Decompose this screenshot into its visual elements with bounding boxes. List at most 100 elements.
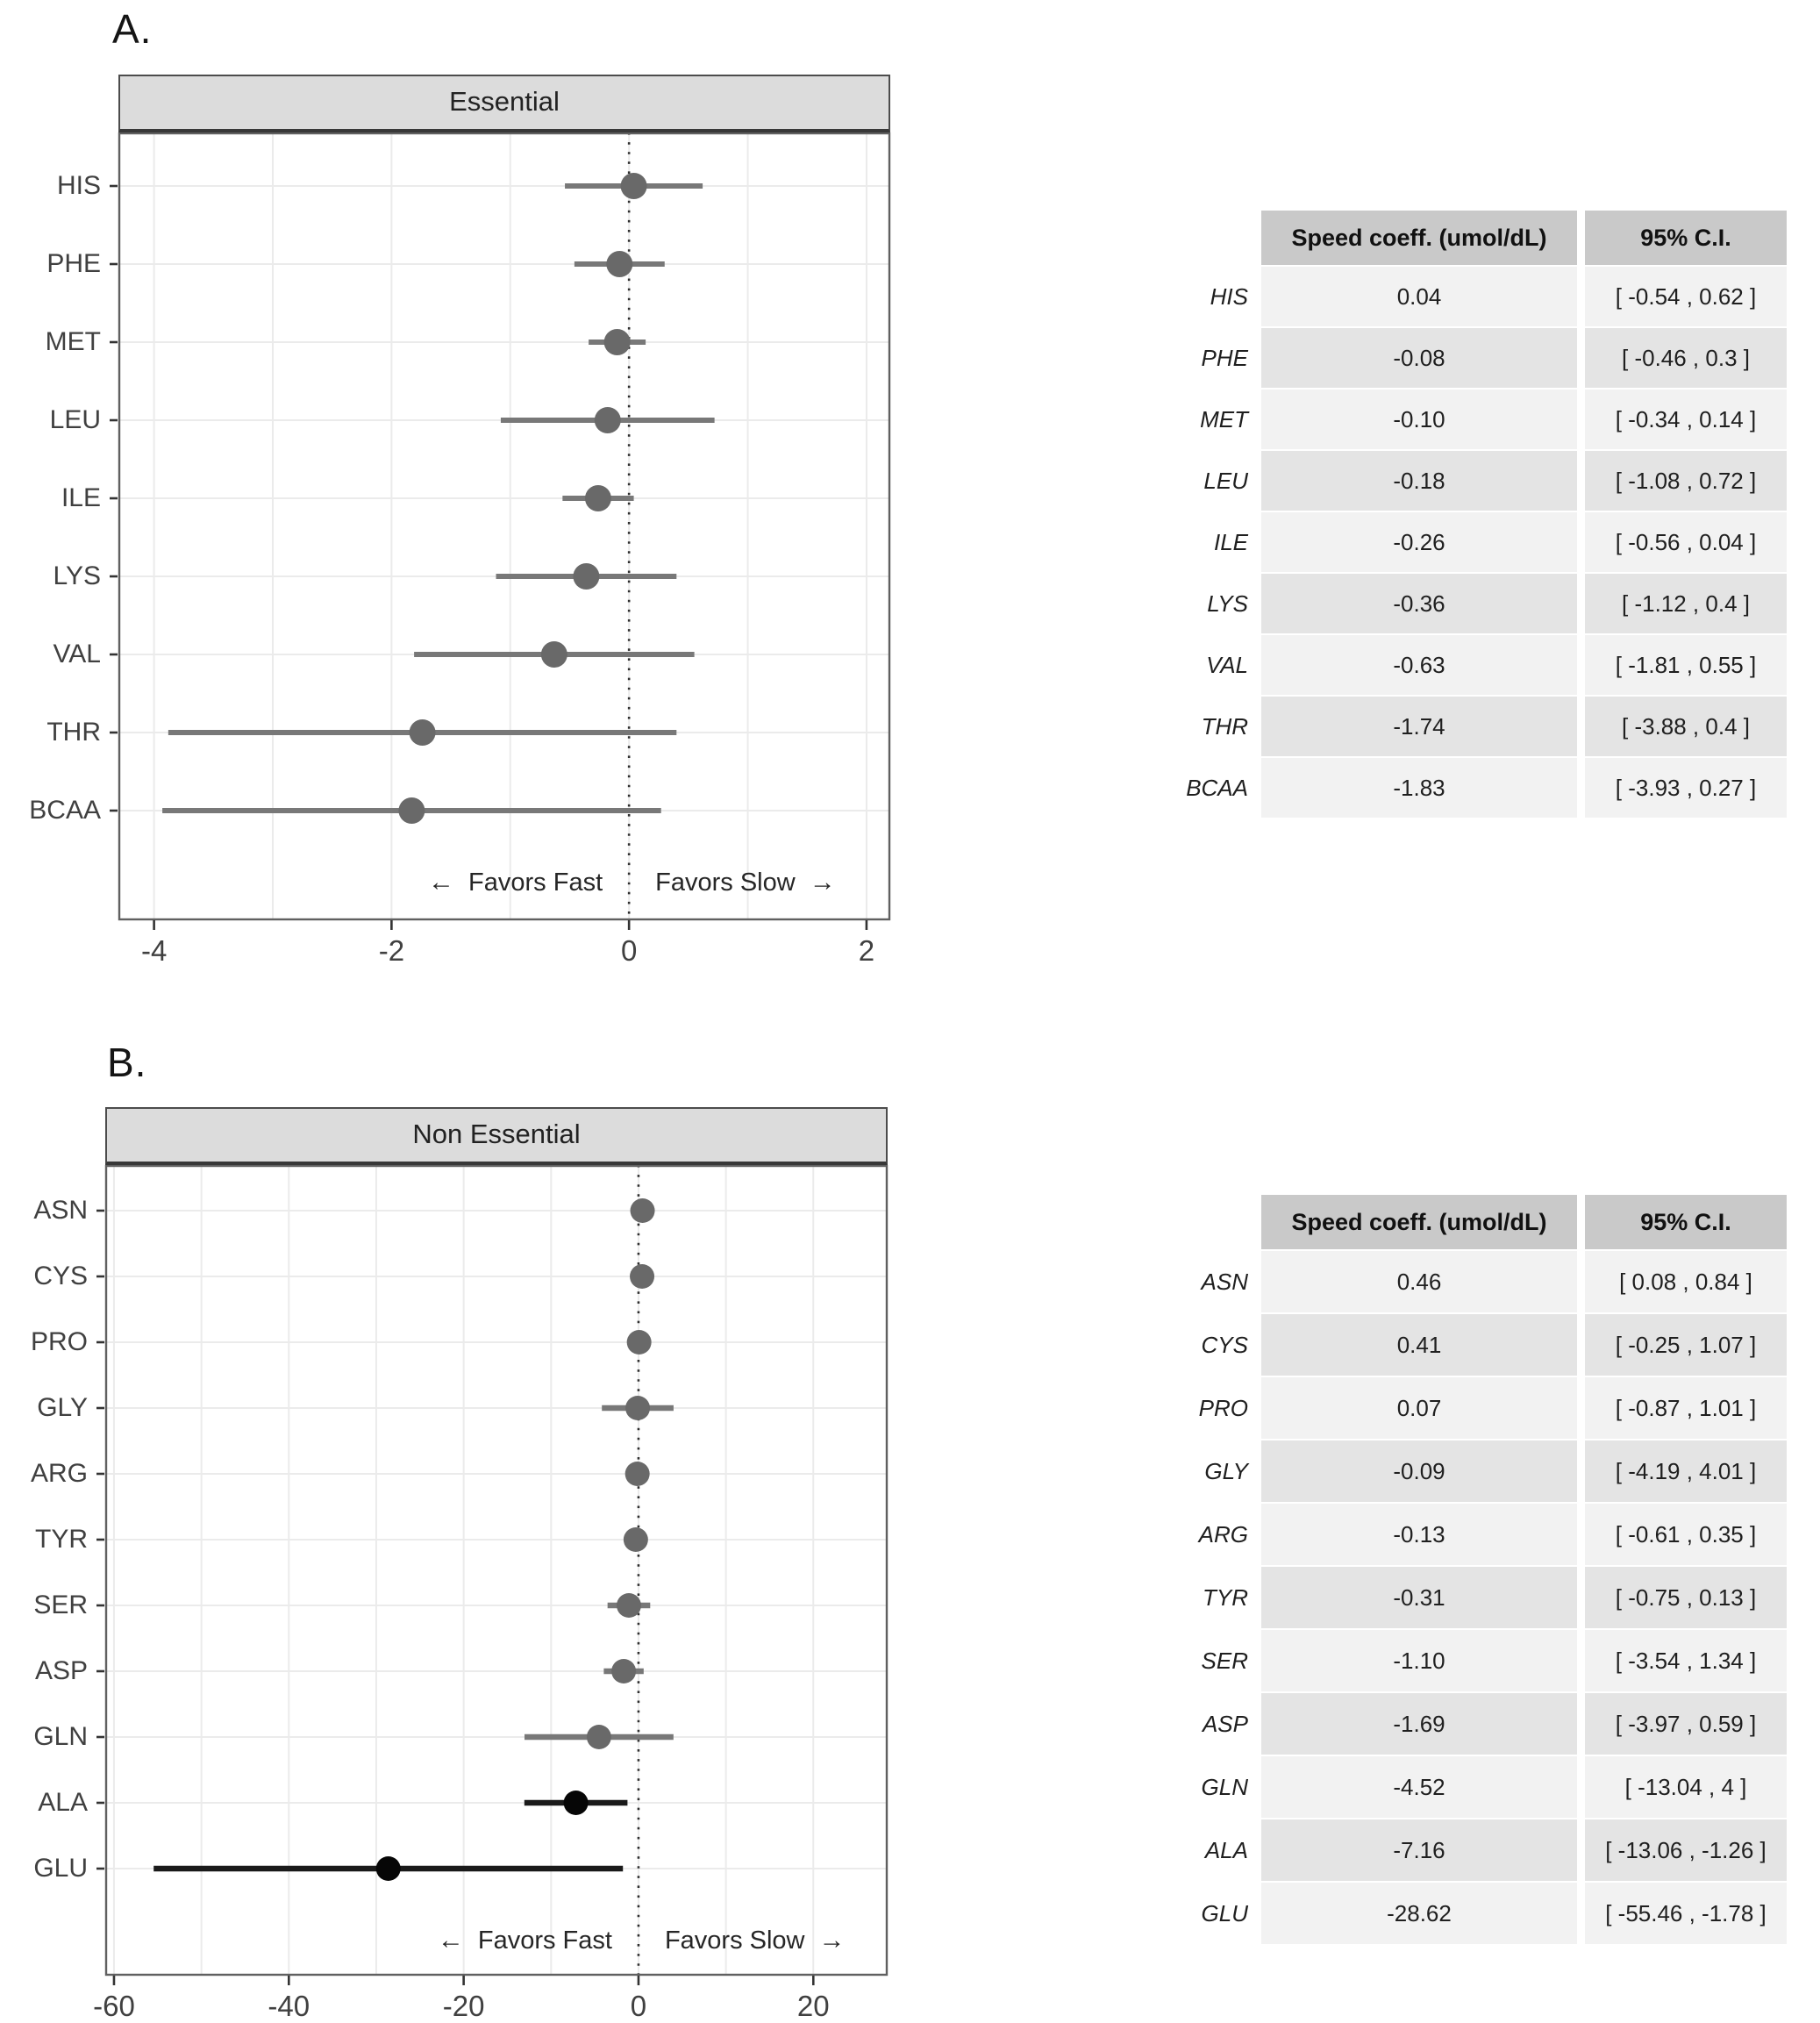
point-SER <box>616 1593 641 1618</box>
y-label-CYS: CYS <box>33 1262 88 1290</box>
coeff-cell-PHE: -0.08 <box>1261 328 1577 388</box>
plot-background <box>105 1165 888 1976</box>
coeff-cell-HIS: 0.04 <box>1261 267 1577 326</box>
row-label-GLY: GLY <box>1204 1457 1248 1484</box>
row-label-CYS: CYS <box>1201 1331 1248 1358</box>
plot-frame <box>104 1165 889 1977</box>
point-GLN <box>586 1725 611 1749</box>
coeff-cell-BCAA: -1.83 <box>1261 758 1577 818</box>
panel-b-label: B. <box>107 1040 147 1085</box>
right-arrow-icon: → <box>818 1926 846 1955</box>
point-BCAA <box>398 797 425 824</box>
y-label-THR: THR <box>46 718 101 747</box>
point-PHE <box>606 251 633 277</box>
coeff-cell-CYS: 0.41 <box>1261 1314 1577 1376</box>
axis-ticks <box>110 184 868 930</box>
ci-cell-VAL: [ -1.81 , 0.55 ] <box>1585 635 1787 695</box>
coeff-cell-ALA: -7.16 <box>1261 1819 1577 1881</box>
coeff-cell-THR: -1.74 <box>1261 697 1577 756</box>
row-label-PRO: PRO <box>1198 1394 1248 1421</box>
table-col-header-ci: 95% C.I. <box>1585 211 1787 265</box>
coeff-cell-TYR: -0.31 <box>1261 1567 1577 1628</box>
y-label-ASN: ASN <box>33 1196 88 1225</box>
y-label-MET: MET <box>45 327 101 356</box>
point-ASN <box>630 1198 655 1223</box>
point-MET <box>603 329 631 355</box>
point-LEU <box>594 407 621 433</box>
row-label-PHE: PHE <box>1201 344 1248 371</box>
row-label-GLN: GLN <box>1201 1773 1248 1800</box>
table-col-header-coeff: Speed coeff. (umol/dL) <box>1261 211 1577 265</box>
ci-cell-LEU: [ -1.08 , 0.72 ] <box>1585 451 1787 511</box>
favors-slow-text: Favors Slow <box>655 869 796 897</box>
facet-strip-essential: Essential <box>118 75 890 132</box>
y-label-GLY: GLY <box>37 1393 88 1422</box>
table-col-header-coeff: Speed coeff. (umol/dL) <box>1261 1195 1577 1249</box>
favors-slow-annotation: Favors Slow → <box>655 864 936 901</box>
forest-plot-canvas-non-essential <box>96 1165 889 1985</box>
row-label-ILE: ILE <box>1213 528 1248 555</box>
row-label-ARG: ARG <box>1198 1520 1248 1548</box>
table-header-spacer <box>1157 211 1253 265</box>
x-tick-label--20: -20 <box>442 1990 485 2022</box>
y-label-ALA: ALA <box>38 1788 88 1817</box>
favors-fast-text: Favors Fast <box>477 1926 612 1955</box>
x-tick-label-2: 2 <box>858 934 875 967</box>
left-arrow-icon: ← <box>437 1926 464 1955</box>
ci-cell-BCAA: [ -3.93 , 0.27 ] <box>1585 758 1787 818</box>
point-ASP <box>611 1659 637 1683</box>
axis-ticks <box>96 1209 815 1985</box>
coeff-cell-ASN: 0.46 <box>1261 1251 1577 1312</box>
ci-cell-CYS: [ -0.25 , 1.07 ] <box>1585 1314 1787 1376</box>
point-LYS <box>573 563 600 590</box>
point-ALA <box>563 1791 589 1815</box>
ci-cell-HIS: [ -0.54 , 0.62 ] <box>1585 267 1787 326</box>
left-arrow-icon: ← <box>428 868 455 897</box>
point-PRO <box>626 1330 652 1355</box>
favors-fast-annotation: ← Favors Fast <box>322 864 603 901</box>
ci-cell-PHE: [ -0.46 , 0.3 ] <box>1585 328 1787 388</box>
point-GLY <box>625 1396 651 1420</box>
forest-plot-canvas-essential <box>110 132 891 930</box>
forest-plot-essential: Essential ← Favors Fast Favors Slow → HIS P… <box>29 75 891 973</box>
row-label-VAL: VAL <box>1206 651 1248 678</box>
row-label-SER: SER <box>1201 1647 1248 1674</box>
forest-plot-non-essential: Non Essential ← Favors Fast Favors Slow → … <box>31 1107 889 2023</box>
point-GLU <box>375 1856 401 1881</box>
coeff-cell-LEU: -0.18 <box>1261 451 1577 511</box>
point-THR <box>409 719 436 746</box>
favors-slow-annotation: Favors Slow → <box>665 1922 946 1959</box>
ci-cell-THR: [ -3.88 , 0.4 ] <box>1585 697 1787 756</box>
coeff-cell-MET: -0.10 <box>1261 390 1577 449</box>
x-tick-label--60: -60 <box>93 1990 135 2022</box>
y-label-ILE: ILE <box>61 483 101 512</box>
row-label-LEU: LEU <box>1203 467 1248 494</box>
plot-frame <box>118 132 891 921</box>
x-tick-label-0: 0 <box>630 1990 647 2022</box>
x-tick-label--2: -2 <box>378 934 405 967</box>
y-label-PRO: PRO <box>30 1327 88 1356</box>
x-tick-label-20: 20 <box>796 1990 830 2022</box>
y-label-ARG: ARG <box>30 1459 88 1488</box>
y-label-GLU: GLU <box>33 1854 88 1883</box>
row-label-TYR: TYR <box>1203 1583 1248 1611</box>
y-label-VAL: VAL <box>53 640 101 668</box>
x-tick-label--4: -4 <box>140 934 168 967</box>
row-label-HIS: HIS <box>1210 282 1248 310</box>
point-HIS <box>620 173 647 199</box>
table-header-spacer <box>1157 1195 1253 1249</box>
row-label-GLU: GLU <box>1201 1899 1248 1926</box>
point-ARG <box>625 1462 650 1486</box>
favors-slow-text: Favors Slow <box>664 1926 805 1955</box>
ci-cell-ILE: [ -0.56 , 0.04 ] <box>1585 512 1787 572</box>
ci-cell-ASN: [ 0.08 , 0.84 ] <box>1585 1251 1787 1312</box>
ci-cell-MET: [ -0.34 , 0.14 ] <box>1585 390 1787 449</box>
ci-cell-ASP: [ -3.97 , 0.59 ] <box>1585 1693 1787 1755</box>
y-label-TYR: TYR <box>35 1525 88 1554</box>
gridlines <box>105 1165 888 1976</box>
coeff-cell-SER: -1.10 <box>1261 1630 1577 1691</box>
row-label-ASN: ASN <box>1201 1268 1248 1295</box>
favors-fast-annotation: ← Favors Fast <box>332 1922 612 1959</box>
panel-a-label: A. <box>112 6 153 52</box>
